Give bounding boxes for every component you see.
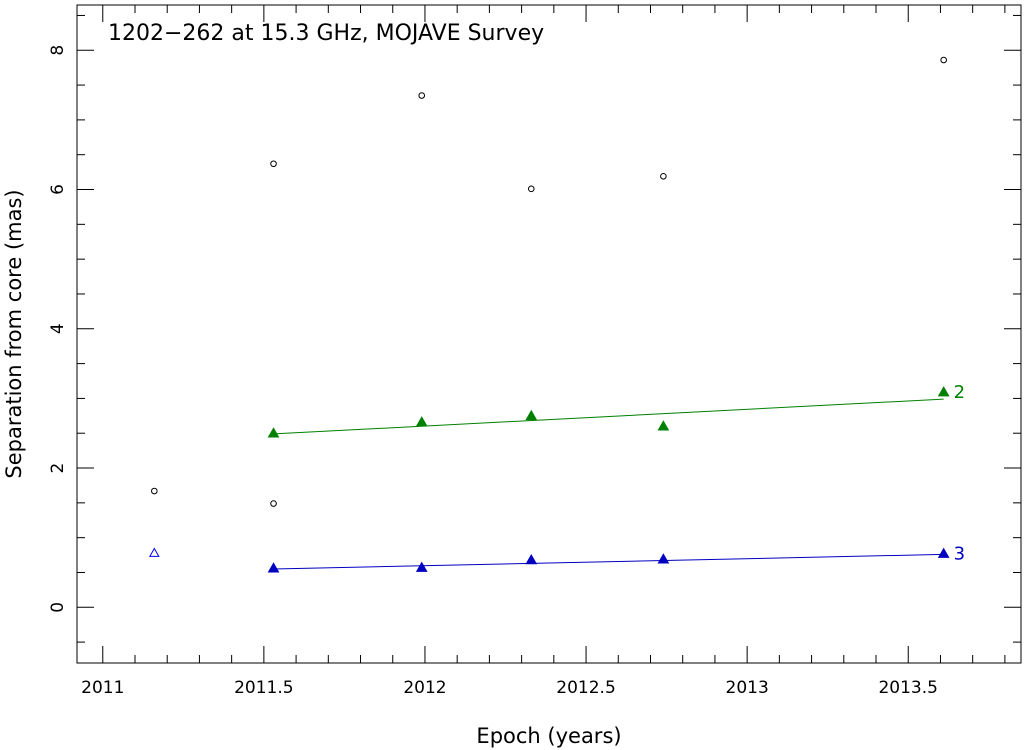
- fit-line-3: [273, 553, 944, 570]
- y-axis-label: Separation from core (mas): [2, 189, 26, 478]
- data-point-triangle: [415, 416, 428, 427]
- data-point-circle: [151, 487, 158, 495]
- x-tick-label: 2011: [81, 678, 124, 698]
- data-point-triangle: [525, 553, 538, 565]
- data-point-triangle: [657, 420, 670, 431]
- data-point-open-triangle: [148, 547, 160, 557]
- series-labels: 23: [954, 382, 965, 565]
- y-tick-label: 6: [48, 184, 68, 195]
- plot-frame: [76, 4, 1022, 664]
- x-tick-label: 2012: [403, 678, 446, 698]
- x-tick-label: 2013.5: [878, 678, 937, 698]
- chart-title: 1202−262 at 15.3 GHz, MOJAVE Survey: [108, 21, 544, 46]
- data-point-triangle: [525, 409, 538, 421]
- x-axis-label: Epoch (years): [476, 724, 621, 748]
- y-axis: 0 2 4 6 8: [48, 14, 1021, 643]
- data-point-circle: [527, 185, 535, 193]
- data-point-circle: [418, 92, 426, 99]
- data-point-triangle: [937, 547, 950, 558]
- x-tick-label: 2011.5: [234, 678, 293, 698]
- data-point-circle: [940, 56, 947, 64]
- x-tick-label: 2012.5: [556, 678, 615, 698]
- fit-lines: [273, 398, 944, 570]
- series-label-3: 3: [954, 544, 965, 565]
- data-point-triangle: [415, 561, 428, 572]
- data-point-circle: [270, 160, 277, 168]
- data-point-triangle: [937, 386, 950, 397]
- series-label-2: 2: [954, 382, 965, 403]
- data-point-triangle: [267, 562, 280, 573]
- data-point-circle: [270, 500, 277, 507]
- y-tick-label: 0: [48, 602, 68, 613]
- data-point-triangle: [657, 553, 670, 564]
- data-point-circle: [660, 172, 667, 180]
- y-tick-label: 4: [48, 323, 68, 334]
- y-tick-label: 8: [48, 45, 68, 56]
- y-tick-label: 2: [48, 463, 68, 474]
- data-point-triangle: [267, 427, 280, 438]
- x-tick-label: 2013: [726, 678, 769, 698]
- fit-line-2: [273, 398, 944, 435]
- x-axis: 2011 2011.5 2012 2012.5 2013 2013.5: [81, 5, 1006, 698]
- data-points: [148, 56, 950, 573]
